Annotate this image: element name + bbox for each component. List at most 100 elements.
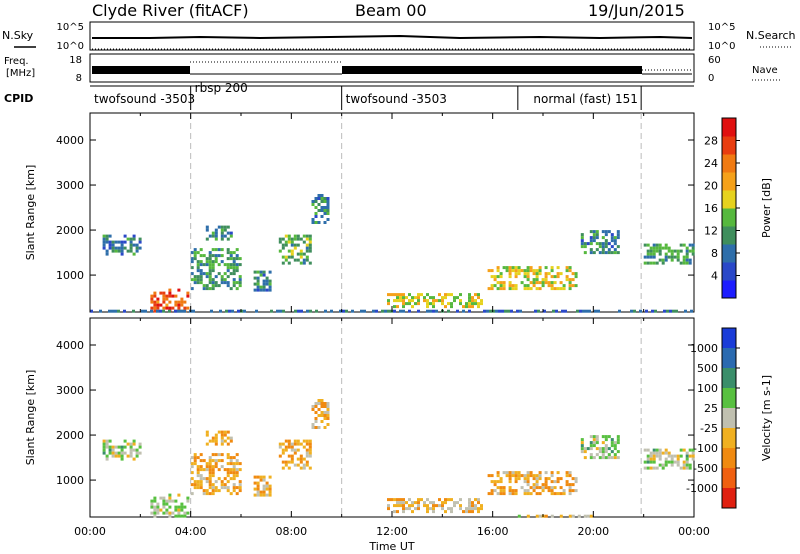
- heatmap-cell: [168, 309, 171, 313]
- heatmap-cell: [517, 477, 521, 481]
- heatmap-cell: [402, 510, 405, 514]
- heatmap-cell: [580, 236, 584, 240]
- heatmap-cell: [326, 408, 330, 411]
- heatmap-cell: [265, 487, 269, 491]
- heatmap-cell: [550, 275, 554, 279]
- heatmap-cell: [311, 423, 315, 426]
- heatmap-cell: [302, 240, 306, 244]
- y-tick-label: 2000: [56, 429, 84, 442]
- heatmap-cell: [426, 299, 429, 303]
- heatmap-cell: [610, 438, 614, 442]
- heatmap-cell: [613, 251, 617, 255]
- colorbar-tick-label: -500: [693, 462, 718, 475]
- heatmap-cell: [211, 281, 215, 285]
- x-tick-label: 16:00: [477, 525, 509, 538]
- heatmap-cell: [523, 489, 527, 493]
- heatmap-cell: [293, 463, 297, 467]
- heatmap-cell: [281, 460, 285, 464]
- heatmap-cell: [308, 246, 312, 250]
- heatmap-cell: [214, 281, 218, 285]
- heatmap-cell: [226, 462, 230, 466]
- heatmap-cell: [568, 284, 572, 288]
- heatmap-cell: [490, 474, 494, 478]
- heatmap-cell: [532, 483, 536, 487]
- heatmap-cell: [414, 507, 417, 511]
- heatmap-cell: [670, 457, 674, 461]
- heatmap-cell: [604, 456, 608, 460]
- heatmap-cell: [320, 411, 324, 414]
- heatmap-cell: [190, 287, 194, 291]
- heatmap-cell: [496, 492, 500, 496]
- heatmap-cell: [474, 507, 477, 511]
- heatmap-cell: [256, 475, 260, 479]
- heatmap-cell: [411, 305, 414, 309]
- heatmap-cell: [262, 484, 266, 488]
- heatmap-cell: [499, 287, 503, 291]
- heatmap-cell: [259, 285, 263, 289]
- heatmap-cell: [583, 450, 587, 454]
- heatmap-cell: [214, 462, 218, 466]
- heatmap-cell: [688, 454, 692, 458]
- heatmap-cell: [616, 230, 620, 234]
- heatmap-cell: [384, 309, 387, 313]
- heatmap-cell: [526, 278, 530, 282]
- heatmap-cell: [523, 480, 527, 484]
- heatmap-cell: [108, 234, 112, 238]
- heatmap-cell: [568, 514, 572, 518]
- heatmap-cell: [330, 309, 333, 313]
- heatmap-cell: [402, 299, 405, 303]
- heatmap-cell: [302, 234, 306, 238]
- heatmap-cell: [649, 466, 653, 470]
- heatmap-cell: [550, 287, 554, 291]
- heatmap-cell: [583, 245, 587, 249]
- heatmap-cell: [159, 303, 163, 307]
- heatmap-cell: [102, 451, 106, 455]
- heatmap-cell: [177, 309, 180, 313]
- heatmap-cell: [153, 514, 157, 518]
- heatmap-cell: [414, 501, 417, 505]
- heatmap-cell: [664, 252, 668, 256]
- heatmap-cell: [339, 309, 342, 313]
- heatmap-cell: [508, 474, 512, 478]
- heatmap-cell: [685, 255, 689, 259]
- heatmap-cell: [667, 454, 671, 458]
- heatmap-cell: [138, 445, 142, 449]
- heatmap-cell: [601, 435, 605, 439]
- heatmap-cell: [685, 463, 689, 467]
- heatmap-cell: [390, 293, 393, 297]
- heatmap-cell: [556, 266, 560, 270]
- heatmap-cell: [586, 242, 590, 246]
- heatmap-cell: [193, 281, 197, 285]
- colorbar-swatch: [722, 488, 736, 509]
- heatmap-cell: [691, 454, 695, 458]
- heatmap-cell: [487, 269, 491, 273]
- heatmap-cell: [262, 288, 266, 292]
- heatmap-cell: [317, 194, 321, 197]
- heatmap-cell: [299, 460, 303, 464]
- heatmap-cell: [317, 209, 321, 212]
- heatmap-cell: [556, 275, 560, 279]
- heatmap-cell: [220, 453, 224, 457]
- heatmap-cell: [589, 236, 593, 240]
- heatmap-cell: [535, 272, 539, 276]
- x-tick-label: 08:00: [275, 525, 307, 538]
- heatmap-cell: [601, 236, 605, 240]
- heatmap-cell: [432, 302, 435, 306]
- heatmap-cell: [538, 287, 542, 291]
- heatmap-cell: [514, 275, 518, 279]
- heatmap-cell: [553, 480, 557, 484]
- heatmap-cell: [465, 305, 468, 309]
- heatmap-cell: [235, 254, 239, 258]
- heatmap-cell: [208, 480, 212, 484]
- heatmap-cell: [550, 474, 554, 478]
- heatmap-cell: [592, 233, 596, 237]
- heatmap-cell: [691, 243, 695, 247]
- heatmap-cell: [604, 242, 608, 246]
- heatmap-cell: [393, 498, 396, 502]
- heatmap-cell: [544, 514, 548, 518]
- heatmap-cell: [111, 454, 115, 458]
- heatmap-cell: [205, 462, 209, 466]
- heatmap-cell: [162, 499, 166, 503]
- heatmap-cell: [208, 462, 212, 466]
- freq-trace-seg-2: [342, 66, 642, 74]
